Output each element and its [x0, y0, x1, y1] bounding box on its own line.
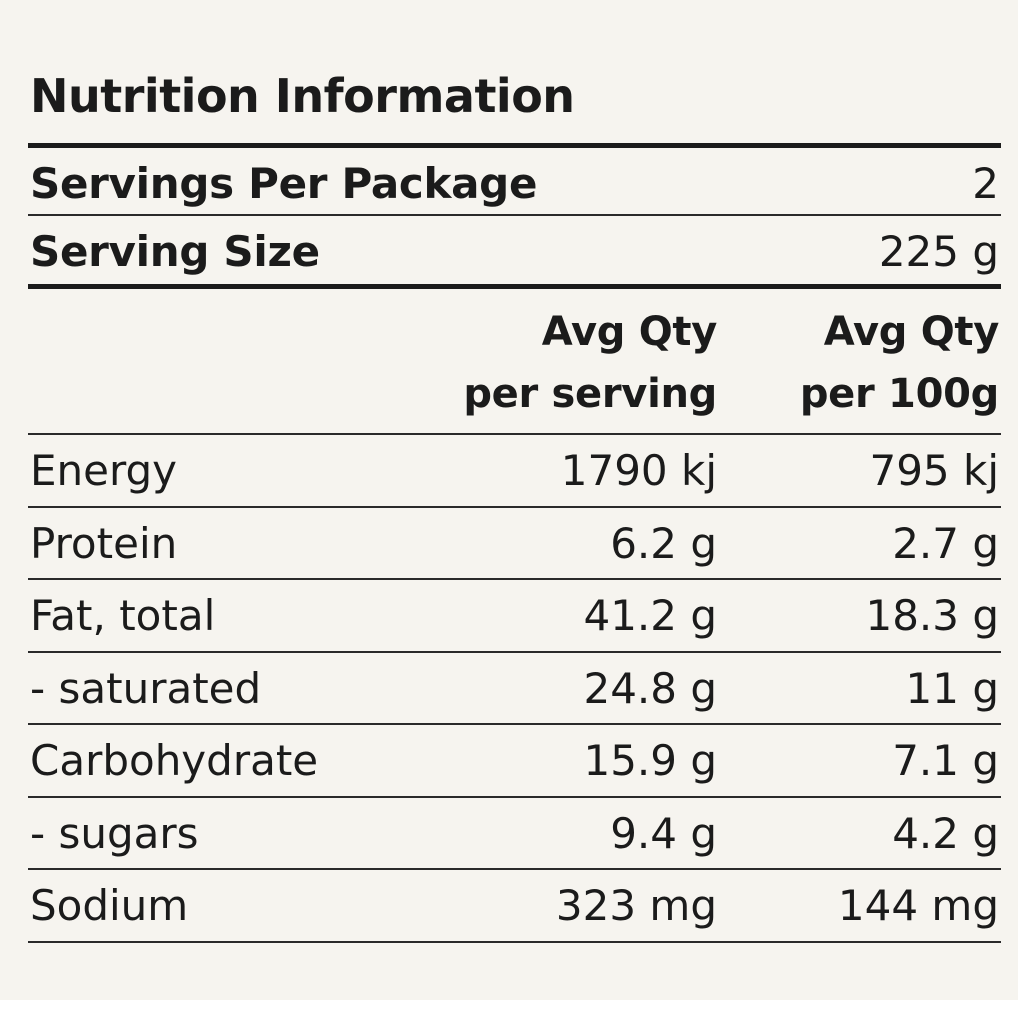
serving-size-row: Serving Size 225 g [28, 216, 1001, 289]
nutrient-name: - saturated [30, 663, 262, 713]
per-serving-value: 323 mg [555, 881, 717, 930]
servings-per-package-value: 2 [972, 159, 999, 208]
table-row: Energy 1790 kj 795 kj [28, 435, 1001, 508]
per-100g-value: 18.3 g [865, 591, 999, 640]
nutrient-name: - sugars [30, 808, 199, 858]
per-100g-value: 795 kj [869, 446, 999, 495]
per-serving-value: 6.2 g [610, 518, 717, 568]
nutrient-name: Fat, total [30, 591, 216, 640]
per-serving-value: 1790 kj [560, 446, 717, 495]
servings-per-package-row: Servings Per Package 2 [28, 143, 1001, 216]
column-header-per-100g: Avg Qty per 100g [800, 301, 999, 425]
per-100g-value: 2.7 g [892, 518, 999, 568]
serving-size-value: 225 g [878, 227, 999, 276]
table-row: Sodium 323 mg 144 mg [28, 870, 1001, 943]
per-100g-value: 144 mg [837, 881, 999, 930]
per-serving-value: 15.9 g [583, 736, 717, 785]
nutrition-panel: Nutrition Information Servings Per Packa… [0, 0, 1018, 1000]
per-100g-value: 4.2 g [892, 808, 999, 858]
column-header-per-serving: Avg Qty per serving [463, 301, 717, 425]
per-serving-value: 9.4 g [610, 808, 717, 858]
table-row: - sugars 9.4 g 4.2 g [28, 798, 1001, 870]
column-header-row: Avg Qty per serving Avg Qty per 100g [28, 289, 1001, 435]
table-row: Protein 6.2 g 2.7 g [28, 508, 1001, 580]
table-row: - saturated 24.8 g 11 g [28, 653, 1001, 725]
nutrient-name: Sodium [30, 881, 189, 930]
nutrient-name: Protein [30, 518, 178, 568]
table-row: Carbohydrate 15.9 g 7.1 g [28, 725, 1001, 798]
per-serving-value: 24.8 g [583, 663, 717, 713]
nutrient-name: Energy [30, 446, 178, 495]
column-header-per-100g-line1: Avg Qty [823, 309, 1000, 355]
column-header-per-serving-line1: Avg Qty [541, 309, 718, 355]
servings-per-package-label: Servings Per Package [30, 159, 538, 208]
nutrition-table: Servings Per Package 2 Serving Size 225 … [28, 143, 1001, 943]
nutrient-name: Carbohydrate [30, 736, 319, 785]
per-100g-value: 11 g [905, 663, 999, 713]
table-row: Fat, total 41.2 g 18.3 g [28, 580, 1001, 653]
per-serving-value: 41.2 g [583, 591, 717, 640]
page-title: Nutrition Information [30, 69, 575, 123]
column-header-per-100g-line2: per 100g [799, 371, 999, 417]
serving-size-label: Serving Size [30, 227, 320, 276]
column-header-per-serving-line2: per serving [463, 371, 717, 417]
per-100g-value: 7.1 g [892, 736, 999, 785]
